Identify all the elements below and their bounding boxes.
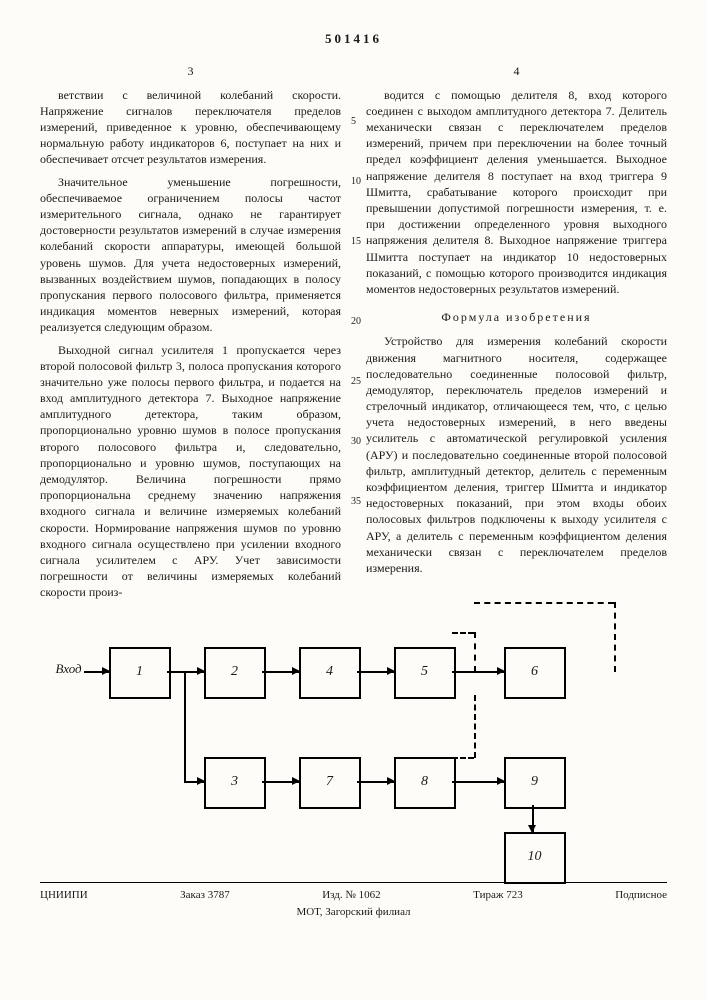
footer-order: Заказ 3787: [180, 888, 230, 903]
right-para-2: Устройство для измерения колебаний скоро…: [366, 333, 667, 576]
block-9: 9: [504, 757, 566, 809]
input-label: Вход: [56, 660, 82, 678]
column-right: водится с помощью делителя 8, вход котор…: [366, 87, 667, 576]
arrow-head: [197, 777, 205, 785]
left-para-1: ветствии с величиной колебаний скорости.…: [40, 87, 341, 168]
arrow-head: [387, 667, 395, 675]
block-10: 10: [504, 832, 566, 884]
dashed-link: [474, 632, 476, 672]
line-num: 20: [351, 315, 361, 329]
dashed-link: [452, 757, 474, 759]
footer-org: ЦНИИПИ: [40, 888, 88, 903]
dashed-link: [452, 632, 474, 634]
page-number-left: 3: [40, 63, 341, 79]
line-num: 5: [351, 115, 356, 129]
line-num: 10: [351, 175, 361, 189]
arrow-head: [387, 777, 395, 785]
block-5: 5: [394, 647, 456, 699]
column-left: ветствии с величиной колебаний скорости.…: [40, 87, 341, 601]
left-para-2: Значительное уменьшение погрешности, обе…: [40, 174, 341, 336]
left-para-3: Выходной сигнал усилителя 1 пропускается…: [40, 342, 341, 601]
page-number-right: 4: [366, 63, 667, 79]
block-8: 8: [394, 757, 456, 809]
block-diagram: Вход 1 2 4 5 6 3 7 8 9 10: [64, 632, 644, 862]
arrow-head: [292, 667, 300, 675]
block-6: 6: [504, 647, 566, 699]
footer: ЦНИИПИ Заказ 3787 Изд. № 1062 Тираж 723 …: [40, 882, 667, 903]
arrow-head: [497, 777, 505, 785]
arrow-head: [528, 825, 536, 833]
text-columns: 3 ветствии с величиной колебаний скорост…: [40, 63, 667, 607]
block-3: 3: [204, 757, 266, 809]
right-para-1: водится с помощью делителя 8, вход котор…: [366, 87, 667, 297]
dashed-link: [474, 695, 476, 758]
arrow-head: [497, 667, 505, 675]
block-2: 2: [204, 647, 266, 699]
block-4: 4: [299, 647, 361, 699]
line-num: 30: [351, 435, 361, 449]
arrow: [184, 671, 186, 781]
arrow-head: [292, 777, 300, 785]
arrow-head: [102, 667, 110, 675]
dashed-link: [614, 602, 616, 672]
block-7: 7: [299, 757, 361, 809]
footer-izd: Изд. № 1062: [322, 888, 380, 903]
line-num: 15: [351, 235, 361, 249]
line-num: 25: [351, 375, 361, 389]
dashed-link: [474, 602, 614, 604]
footer-tirazh: Тираж 723: [473, 888, 523, 903]
line-num: 35: [351, 495, 361, 509]
arrow-head: [197, 667, 205, 675]
patent-number: 501416: [40, 30, 667, 48]
block-1: 1: [109, 647, 171, 699]
formula-title: Формула изобретения: [366, 309, 667, 325]
footer-bottom: МОТ, Загорский филиал: [40, 905, 667, 920]
footer-sub: Подписное: [615, 888, 667, 903]
